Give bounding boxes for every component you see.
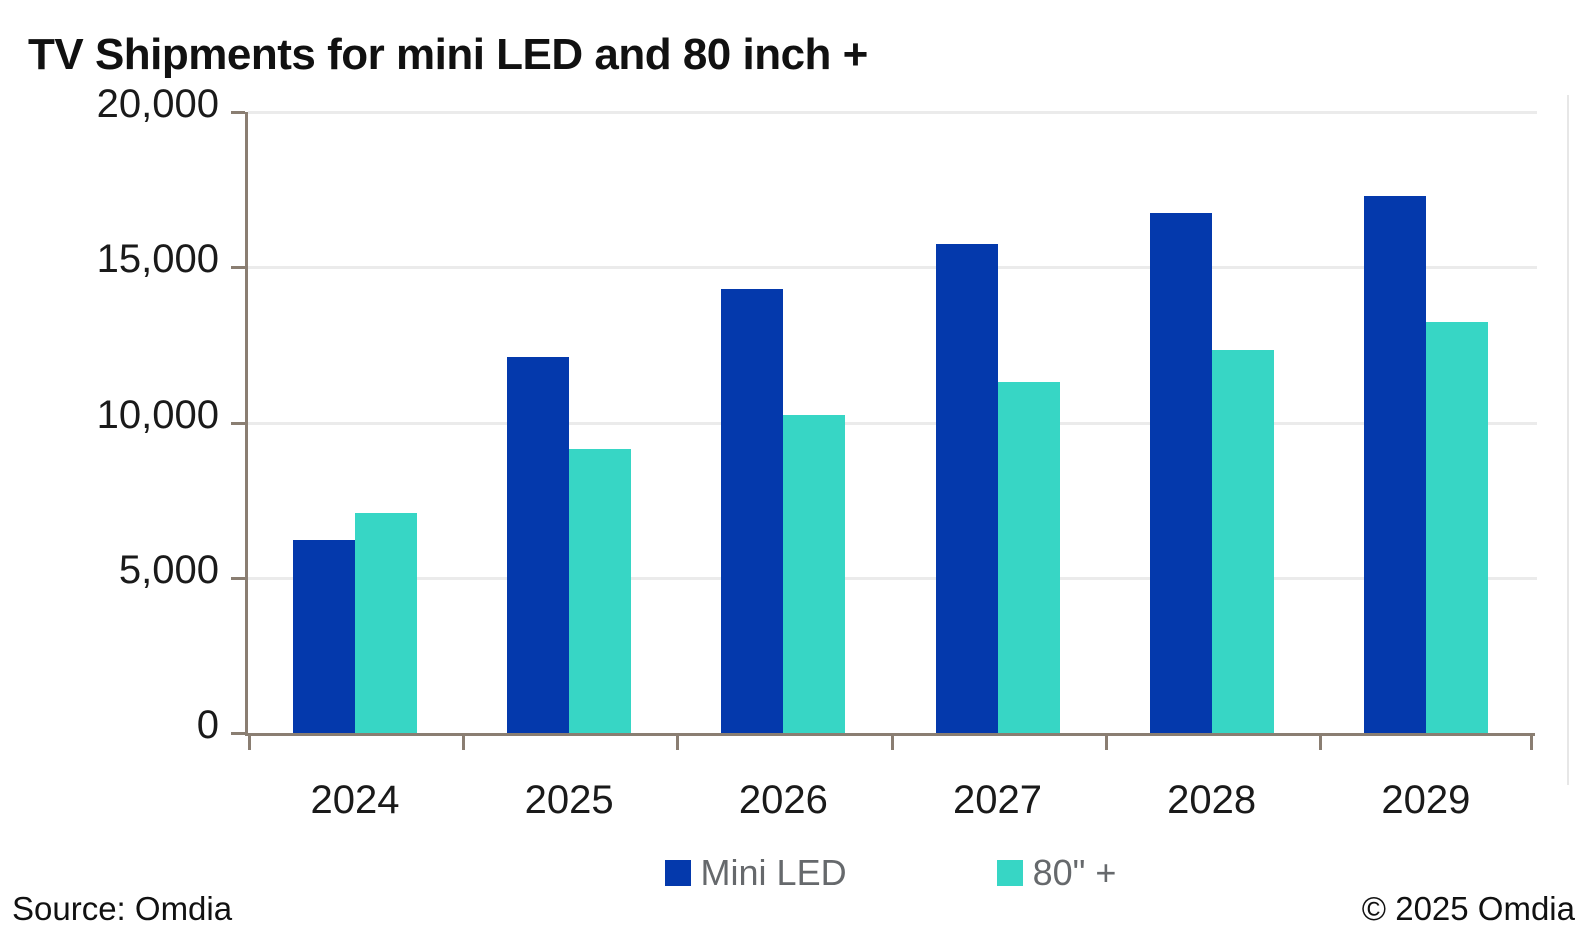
x-tick-label: 2024 — [310, 778, 400, 822]
y-tick-label: 20,000 — [96, 82, 219, 126]
x-axis-tick — [1104, 736, 1108, 750]
chart-legend: Mini LED 80" + — [248, 855, 1533, 891]
copyright-note: © 2025 Omdia — [1361, 890, 1575, 927]
plot-right-border — [1567, 95, 1569, 785]
y-tick-label: 5,000 — [118, 547, 219, 592]
gridline — [248, 576, 1537, 580]
x-axis-tick — [676, 736, 680, 750]
bar-mini-led-2027 — [935, 243, 998, 733]
bar-mini-led-2029 — [1363, 195, 1426, 733]
y-axis-tick — [231, 266, 245, 270]
y-axis-tick — [231, 732, 245, 735]
legend-swatch-icon — [996, 860, 1023, 886]
source-note: Source: Omdia — [12, 890, 233, 927]
y-axis-tick — [231, 111, 245, 114]
bar-80-2028 — [1211, 349, 1274, 733]
x-axis-tick — [248, 736, 251, 750]
legend-item: Mini LED — [664, 852, 847, 893]
y-axis-tick — [231, 421, 245, 425]
x-axis-tick — [462, 736, 466, 750]
bar-mini-led-2026 — [721, 288, 784, 733]
y-tick-label: 0 — [196, 703, 219, 747]
x-axis-tick — [890, 736, 894, 750]
x-tick-label: 2026 — [738, 778, 828, 822]
bar-80-2027 — [997, 382, 1060, 733]
chart-title: TV Shipments for mini LED and 80 inch + — [28, 30, 868, 79]
gridline — [248, 266, 1537, 270]
x-axis-tick — [1530, 736, 1533, 750]
x-tick-label: 2029 — [1381, 778, 1471, 822]
bar-mini-led-2024 — [293, 540, 356, 733]
y-axis-tick — [231, 576, 245, 580]
x-tick-label: 2028 — [1167, 778, 1257, 822]
legend-item: 80" + — [996, 852, 1117, 893]
bar-80-2026 — [783, 414, 846, 733]
legend-label: 80" + — [1032, 852, 1117, 893]
gridline — [248, 421, 1537, 425]
bar-mini-led-2028 — [1149, 212, 1212, 733]
x-axis — [245, 733, 1535, 736]
legend-label: Mini LED — [700, 852, 847, 893]
y-tick-label: 10,000 — [96, 392, 219, 437]
bar-80-2029 — [1425, 321, 1488, 733]
y-tick-label: 15,000 — [96, 237, 219, 282]
bar-80-2025 — [569, 448, 632, 733]
x-tick-label: 2025 — [524, 778, 614, 822]
y-axis — [245, 112, 248, 736]
bar-80-2024 — [355, 512, 418, 733]
x-axis-tick — [1318, 736, 1322, 750]
bar-mini-led-2025 — [507, 357, 570, 733]
gridline — [248, 111, 1537, 114]
legend-swatch-icon — [664, 860, 691, 886]
x-tick-label: 2027 — [953, 778, 1042, 822]
